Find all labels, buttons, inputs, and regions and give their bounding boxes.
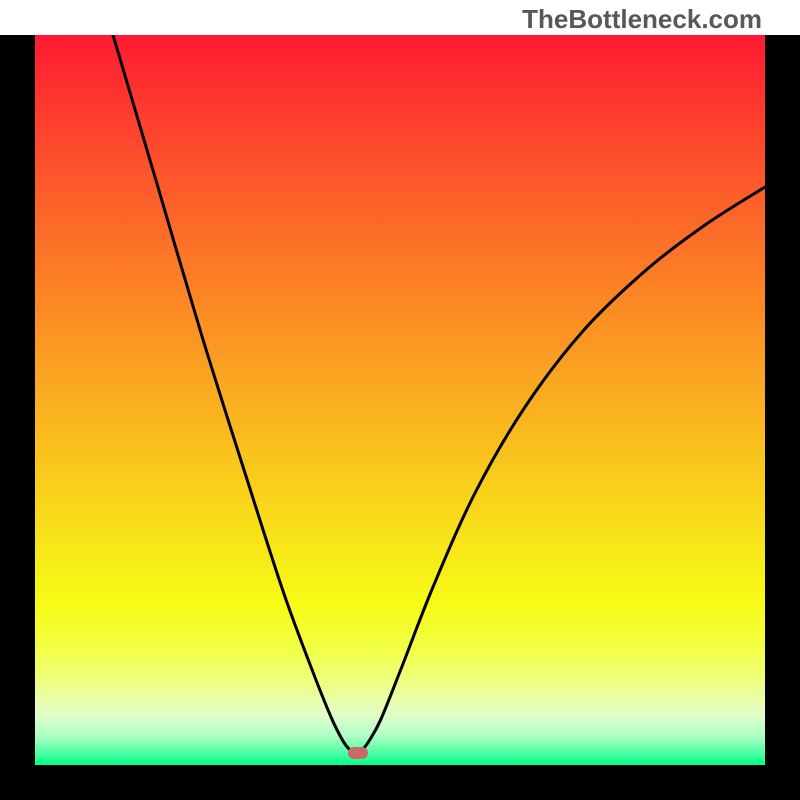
border-left bbox=[0, 35, 35, 765]
plot-area bbox=[35, 35, 765, 765]
watermark-text: TheBottleneck.com bbox=[522, 4, 762, 35]
v-curve-path bbox=[113, 35, 765, 753]
border-right bbox=[765, 35, 800, 765]
border-bottom bbox=[0, 765, 800, 800]
bottleneck-curve bbox=[35, 35, 765, 765]
vertex-marker bbox=[348, 747, 368, 759]
